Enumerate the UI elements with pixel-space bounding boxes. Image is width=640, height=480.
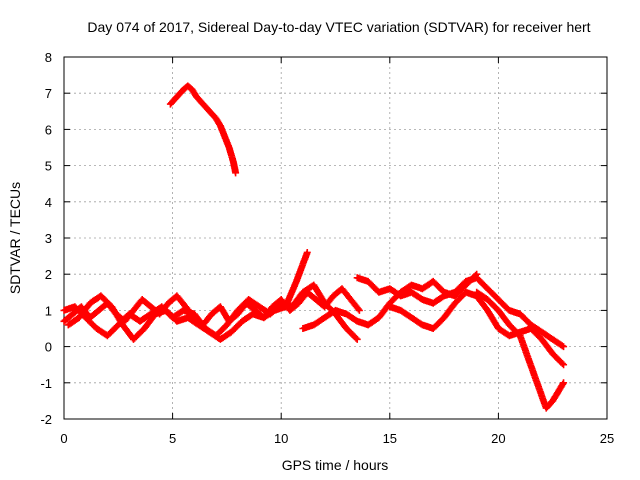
x-axis-label: GPS time / hours [282,457,389,473]
series-track-f [353,274,568,351]
data-point-markers [166,82,240,177]
y-tick-label: 1 [45,303,52,318]
y-axis-label: SDTVAR / TECUs [7,182,23,294]
data-point-markers [386,288,568,369]
series-track-c [64,248,311,343]
y-tick-label: 3 [45,231,52,246]
x-tick-label: 25 [600,431,614,446]
data-series [60,82,568,412]
x-tick-label: 20 [491,431,505,446]
x-tick-label: 0 [60,431,67,446]
data-point-markers [353,274,568,351]
axis-ticks: 0 5 10 15 20 25 -2 -1 0 1 2 3 4 5 6 7 8 [40,50,614,446]
y-tick-label: 8 [45,50,52,65]
data-point-markers [64,248,311,343]
x-tick-label: 15 [383,431,397,446]
x-tick-label: 10 [274,431,288,446]
y-tick-label: -2 [40,412,52,427]
y-tick-label: -1 [40,376,52,391]
y-tick-label: 7 [45,86,52,101]
y-tick-label: 6 [45,122,52,137]
chart-title: Day 074 of 2017, Sidereal Day-to-day VTE… [87,19,590,35]
x-tick-label: 5 [169,431,176,446]
series-track-d [166,82,240,177]
y-tick-label: 5 [45,159,52,174]
data-point-markers [473,288,568,412]
y-tick-label: 0 [45,340,52,355]
grid [64,57,607,419]
series-track-g [386,288,568,369]
y-tick-label: 2 [45,267,52,282]
series-track-h [473,288,568,412]
y-tick-label: 4 [45,195,52,210]
